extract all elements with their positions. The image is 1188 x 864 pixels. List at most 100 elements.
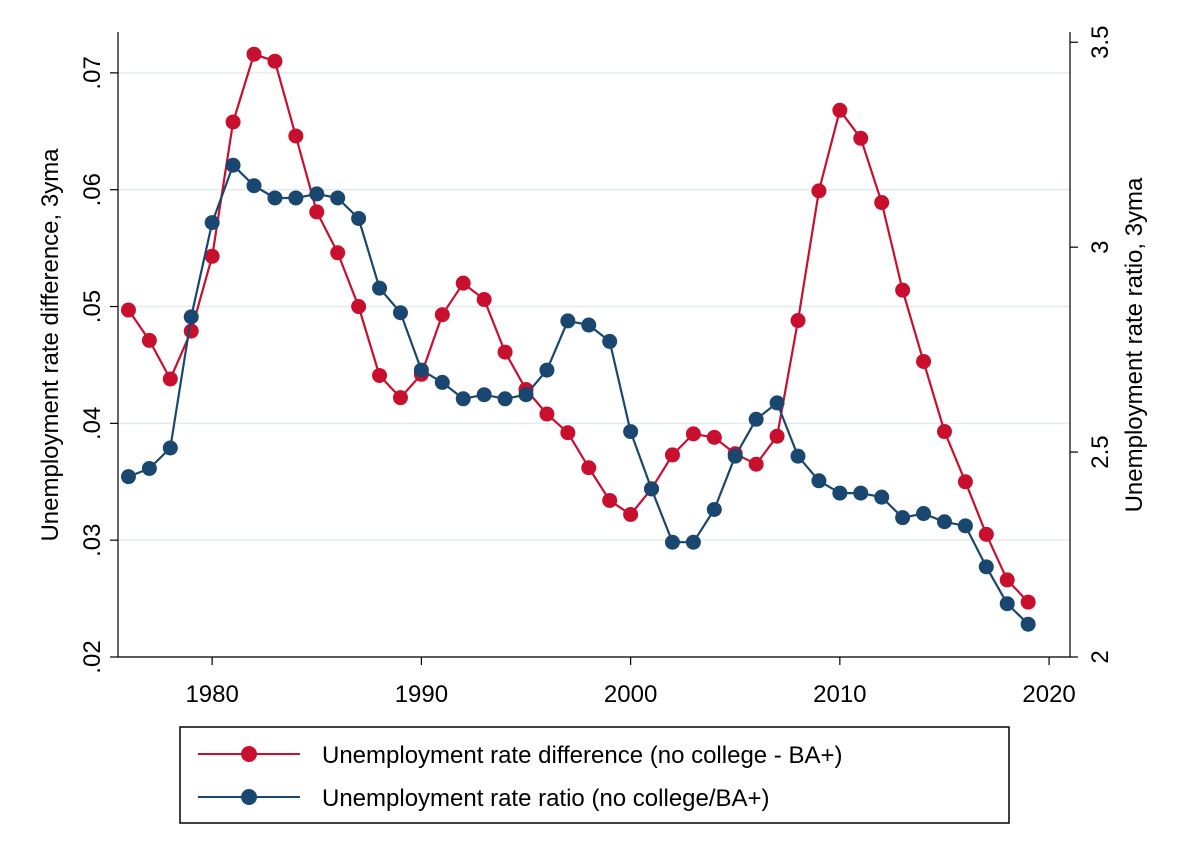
- x-tick-label: 2020: [1022, 681, 1075, 708]
- point-difference-1998: [581, 460, 597, 476]
- point-difference-2009: [811, 183, 827, 199]
- point-ratio-2007: [769, 395, 785, 411]
- point-difference-2000: [623, 506, 639, 522]
- point-ratio-2014: [916, 506, 932, 522]
- point-difference-2017: [978, 526, 994, 542]
- point-difference-2012: [874, 195, 890, 211]
- point-difference-2004: [706, 429, 722, 445]
- y-right-tick-label: 2: [1087, 650, 1114, 663]
- point-ratio-2008: [790, 448, 806, 464]
- series-difference: [120, 46, 1036, 610]
- y-left-tick-label: .03: [79, 523, 106, 556]
- point-difference-2002: [664, 447, 680, 463]
- legend-item-difference: Unemployment rate difference (no college…: [198, 742, 843, 769]
- point-ratio-2015: [936, 514, 952, 530]
- point-ratio-1993: [476, 387, 492, 403]
- point-ratio-2018: [999, 596, 1015, 612]
- point-ratio-2001: [644, 481, 660, 497]
- legend-marker-ratio: [241, 789, 257, 805]
- y-axis-label-left: Unemployment rate difference, 3yma: [37, 148, 64, 542]
- point-difference-2014: [916, 353, 932, 369]
- point-difference-1983: [267, 53, 283, 69]
- point-difference-2006: [748, 456, 764, 472]
- legend-label-ratio: Unemployment rate ratio (no college/BA+): [322, 785, 770, 812]
- point-ratio-1985: [309, 186, 325, 202]
- point-ratio-1978: [162, 440, 178, 456]
- point-ratio-1990: [413, 362, 429, 378]
- legend-item-ratio: Unemployment rate ratio (no college/BA+): [198, 785, 770, 812]
- point-ratio-2002: [664, 534, 680, 550]
- y-left-tick-label: .02: [79, 640, 106, 673]
- point-ratio-1999: [602, 333, 618, 349]
- point-difference-1996: [539, 406, 555, 422]
- point-ratio-1995: [518, 387, 534, 403]
- point-ratio-1981: [225, 157, 241, 173]
- point-ratio-2019: [1020, 616, 1036, 632]
- point-difference-1991: [434, 307, 450, 323]
- point-ratio-1989: [392, 305, 408, 321]
- point-ratio-1996: [539, 362, 555, 378]
- point-ratio-2011: [853, 485, 869, 501]
- point-ratio-2016: [957, 518, 973, 534]
- point-ratio-1986: [330, 190, 346, 206]
- point-ratio-1983: [267, 190, 283, 206]
- y-left-tick-label: .04: [79, 407, 106, 440]
- point-difference-2018: [999, 572, 1015, 588]
- point-ratio-1991: [434, 374, 450, 390]
- y-axis-label-right: Unemployment rate ratio, 3yma: [1121, 177, 1148, 512]
- x-tick-label: 2000: [604, 681, 657, 708]
- point-difference-2016: [957, 474, 973, 490]
- point-difference-1979: [183, 323, 199, 339]
- point-ratio-2000: [623, 424, 639, 440]
- y-left-tick-label: .06: [79, 173, 106, 206]
- point-ratio-2006: [748, 411, 764, 427]
- y-right-tick-label: 3: [1087, 240, 1114, 253]
- axes: .02 .03 .04 .05 .06 .07 2 2.5 3 3.5 1980 1990 2000 20…: [79, 26, 1114, 708]
- series-layer: [120, 46, 1036, 632]
- point-ratio-1980: [204, 215, 220, 231]
- point-difference-2019: [1020, 594, 1036, 610]
- point-difference-1981: [225, 114, 241, 130]
- point-ratio-1987: [351, 210, 367, 226]
- x-tick-label: 2010: [813, 681, 866, 708]
- point-difference-1987: [351, 299, 367, 315]
- point-difference-1977: [141, 332, 157, 348]
- series-line-ratio: [128, 164, 1029, 625]
- point-difference-2011: [853, 130, 869, 146]
- point-difference-2010: [832, 102, 848, 118]
- point-ratio-2009: [811, 473, 827, 489]
- point-difference-1982: [246, 46, 262, 62]
- point-ratio-2017: [978, 559, 994, 575]
- point-ratio-2004: [706, 501, 722, 517]
- point-ratio-1988: [372, 280, 388, 296]
- point-difference-1985: [309, 204, 325, 220]
- point-ratio-2003: [685, 534, 701, 550]
- y-left-tick-label: .05: [79, 290, 106, 323]
- point-difference-2003: [685, 426, 701, 442]
- point-ratio-1998: [581, 317, 597, 333]
- point-difference-2015: [936, 424, 952, 440]
- point-difference-1999: [602, 492, 618, 508]
- point-difference-1988: [372, 367, 388, 383]
- point-ratio-2012: [874, 489, 890, 505]
- y-right-tick-label: 2.5: [1087, 435, 1114, 468]
- point-ratio-1992: [455, 391, 471, 407]
- series-line-difference: [127, 53, 1029, 603]
- point-ratio-2013: [895, 510, 911, 526]
- legend-marker-difference: [241, 746, 257, 762]
- point-difference-1994: [497, 344, 513, 360]
- legend-label-difference: Unemployment rate difference (no college…: [322, 742, 843, 769]
- point-difference-1978: [162, 371, 178, 387]
- point-ratio-1976: [120, 469, 136, 485]
- point-ratio-1977: [141, 460, 157, 476]
- point-difference-2007: [769, 428, 785, 444]
- point-difference-1984: [288, 128, 304, 144]
- point-difference-1989: [392, 390, 408, 406]
- y-right-tick-label: 3.5: [1087, 26, 1114, 59]
- y-left-tick-label: .07: [79, 56, 106, 89]
- point-ratio-2010: [832, 485, 848, 501]
- point-difference-1980: [204, 248, 220, 264]
- series-ratio: [120, 157, 1036, 632]
- x-tick-label: 1980: [185, 681, 238, 708]
